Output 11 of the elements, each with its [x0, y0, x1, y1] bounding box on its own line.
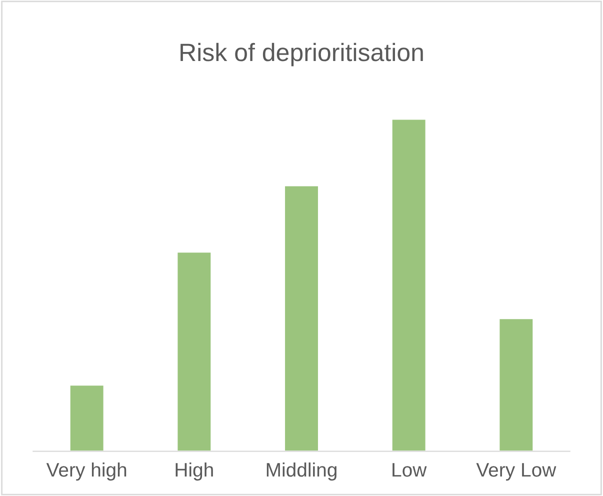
bar [68, 384, 105, 452]
bar [498, 318, 534, 452]
x-tick-label: Middling [266, 462, 336, 481]
bar [176, 251, 212, 452]
bar [390, 119, 427, 452]
x-tick-label: Very Low [476, 463, 556, 481]
x-tick-label: Very high [46, 462, 126, 481]
x-tick-label: High [176, 462, 213, 481]
x-tick-label: Low [392, 463, 427, 477]
chart-title: Risk of deprioritisation [180, 42, 423, 66]
bar [284, 184, 320, 452]
